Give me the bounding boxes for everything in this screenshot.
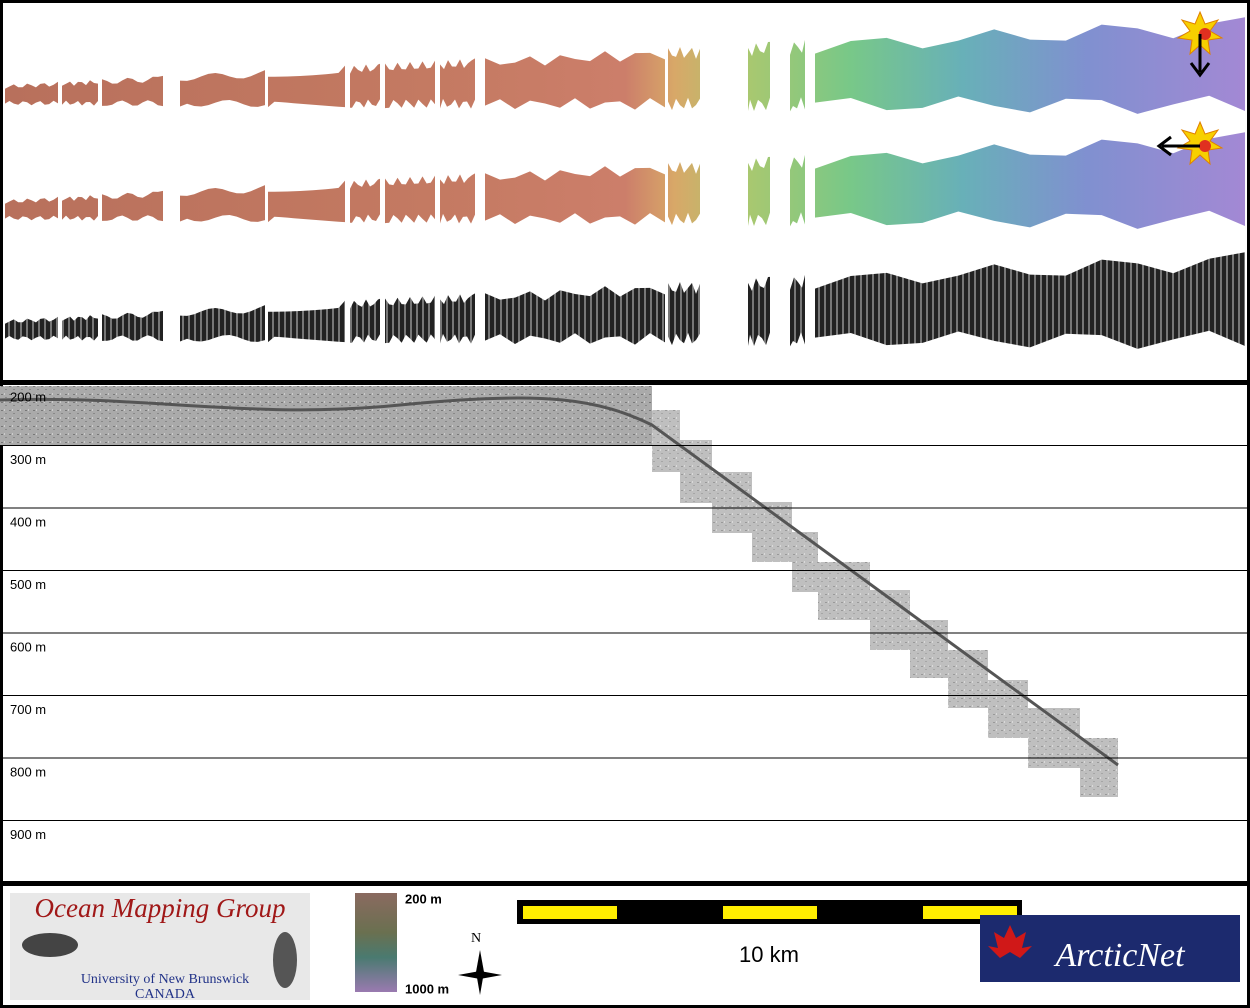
colorbar-top-label: 200 m [405,891,442,906]
swath [180,305,265,342]
swath [815,15,1245,114]
swath [385,175,435,224]
profile-tile [712,472,752,533]
depth-label: 600 m [10,639,46,654]
scale-segment [523,906,617,919]
swath [268,300,345,343]
logo-country: CANADA [135,987,196,1002]
swath [485,47,665,110]
swath [668,160,700,226]
logo-university: University of New Brunswick [81,972,249,987]
colorbar-bottom-label: 1000 m [405,981,449,996]
profile-tile [792,532,818,592]
swath [5,196,58,221]
swath [180,185,265,222]
swath [268,180,345,223]
swath [440,173,475,224]
depth-label: 700 m [10,702,46,717]
compass-needle [458,971,502,979]
swath [790,154,805,227]
scale-label: 10 km [739,942,799,967]
swath [62,314,98,341]
profile-tile [988,680,1028,738]
seafloor-trace [0,396,1119,767]
swath [485,282,665,345]
profile-tile [818,562,870,620]
logo-graphic [22,933,78,957]
swath [790,39,805,112]
sun-markers [1156,10,1224,166]
divider [0,380,1250,385]
swath [350,63,380,108]
logo-title: Ocean Mapping Group [35,893,286,923]
swath-strips [5,15,1245,349]
depth-label: 400 m [10,514,46,529]
scale-segment [723,906,817,919]
arrow-head [1189,62,1211,78]
swath [350,178,380,223]
scale-bar: 10 km [517,900,1022,967]
maple-leaf [988,925,1032,958]
arrow-head [1156,135,1172,157]
swath [350,298,380,343]
swath [815,130,1245,229]
depth-label: 900 m [10,827,46,842]
swath [102,310,163,342]
profile-tile [1080,738,1118,797]
sun-core [1199,28,1211,40]
swath [180,70,265,107]
logo-graphic [273,932,297,988]
depth-profile: 200 m 300 m 400 m 500 m 600 m 700 m 800 m 900 m [0,386,1250,842]
omg-logo: Ocean Mapping Group University of New Br… [10,893,310,1002]
colorbar [355,893,397,992]
depth-label: 500 m [10,577,46,592]
swath [668,280,700,346]
compass-label: N [471,931,481,946]
swath [485,162,665,225]
compass: N [458,931,502,995]
swath [268,65,345,108]
depth-label: 800 m [10,764,46,779]
arcticnet-logo: ArcticNet [980,915,1240,982]
swath [385,60,435,109]
swath [102,190,163,222]
swath [815,250,1245,349]
swath [5,81,58,106]
swath [5,316,58,341]
profile-tile [948,650,988,708]
swath [62,194,98,221]
logo-title: ArcticNet [1053,937,1186,974]
divider [0,881,1250,886]
swath [102,75,163,107]
swath [748,156,770,227]
depth-label: 200 m [10,389,46,404]
profile-tile [910,620,948,678]
swath [440,293,475,344]
swath [748,276,770,347]
swath [668,45,700,111]
swath [385,295,435,344]
profile-band [0,386,652,445]
swath [440,58,475,109]
swath [790,274,805,347]
sun-core [1199,140,1211,152]
depth-label: 300 m [10,452,46,467]
swath [62,79,98,106]
swath [748,41,770,112]
